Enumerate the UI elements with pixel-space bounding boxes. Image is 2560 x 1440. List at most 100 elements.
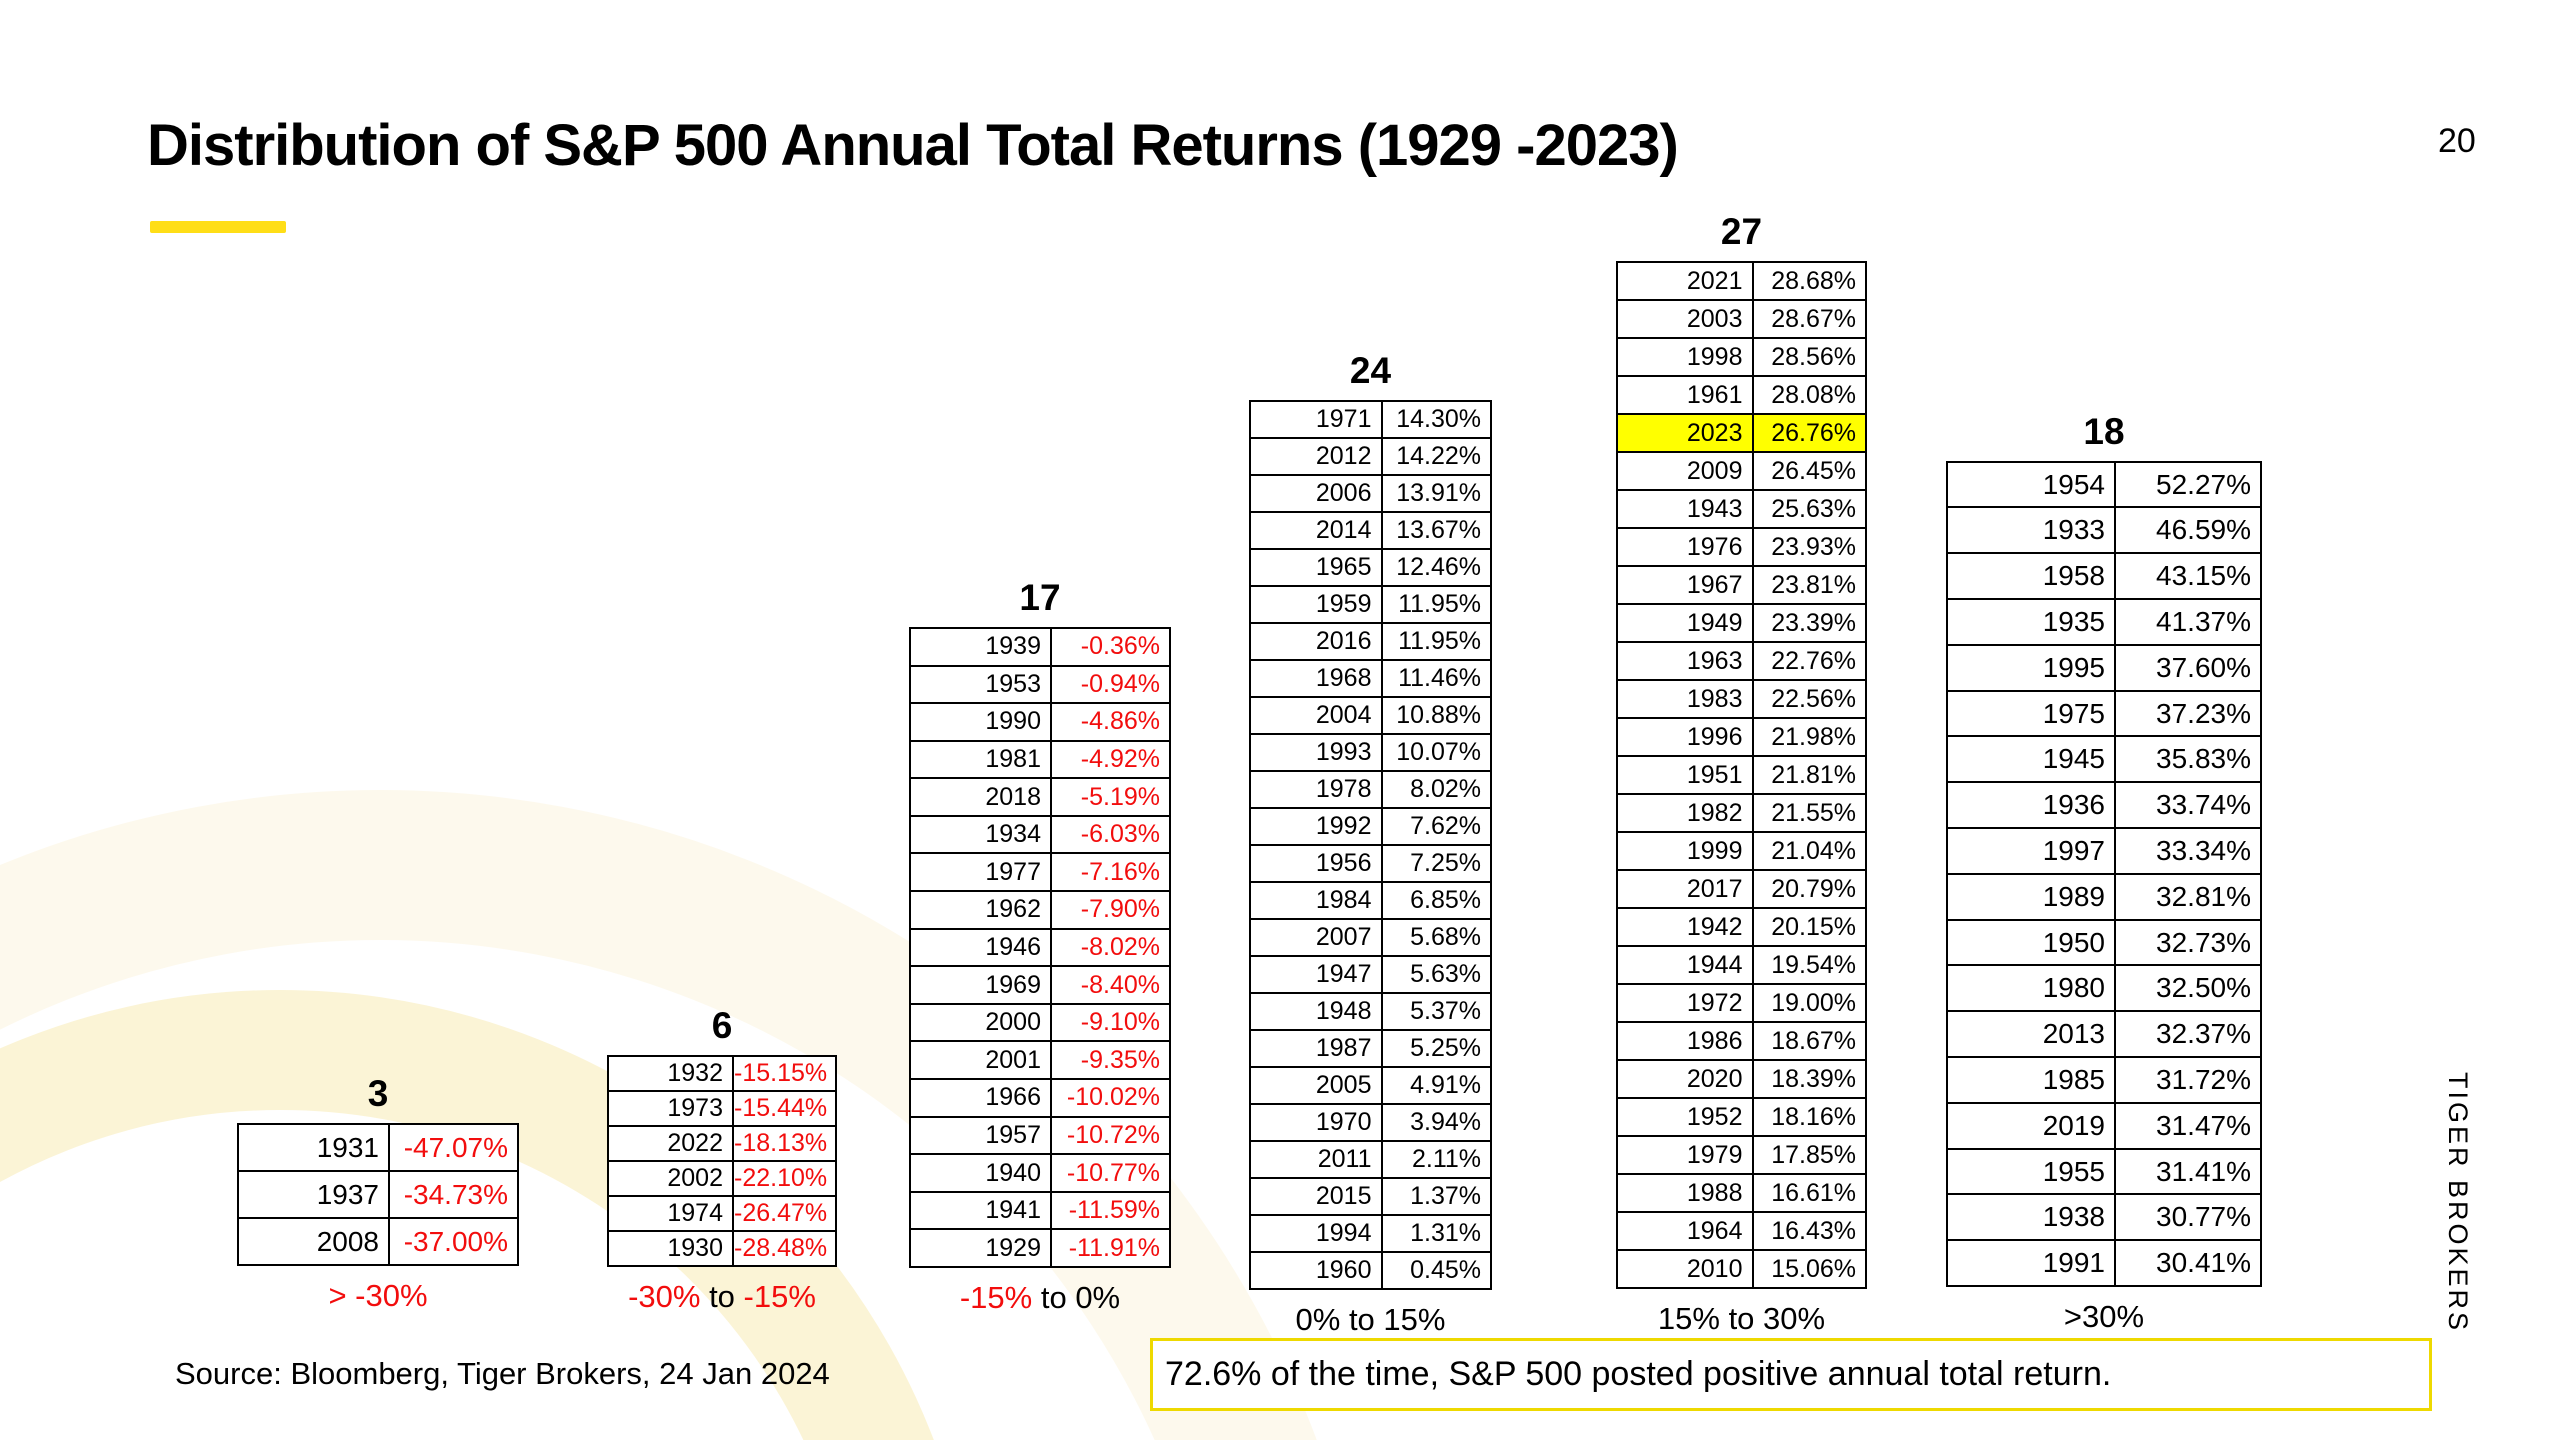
table-row: 1974 -26.47%	[607, 1195, 837, 1232]
return-value-cell: -34.73%	[388, 1170, 519, 1219]
bin-range-label: >30%	[1906, 1299, 2302, 1335]
table-row: 2019 31.47%	[1946, 1101, 2262, 1150]
return-value-cell: 33.74%	[2114, 781, 2262, 830]
year-cell: 2016	[1249, 622, 1383, 661]
return-value-cell: -10.77%	[1050, 1153, 1171, 1193]
year-cell: 2005	[1249, 1066, 1383, 1105]
year-cell: 2004	[1249, 696, 1383, 735]
return-value-cell: 25.63%	[1751, 489, 1867, 529]
table-row: 1995 37.60%	[1946, 643, 2262, 692]
year-cell: 1980	[1946, 964, 2116, 1013]
year-cell: 1993	[1249, 733, 1383, 772]
return-value-cell: 43.15%	[2114, 552, 2262, 601]
year-cell: 2006	[1249, 474, 1383, 513]
table-row: 1997 33.34%	[1946, 827, 2262, 875]
table-row: 1934 -6.03%	[909, 814, 1171, 855]
table-row: 2022 -18.13%	[607, 1125, 837, 1162]
table-row: 2000 -9.10%	[909, 1002, 1171, 1043]
return-value-cell: 10.07%	[1380, 733, 1492, 772]
return-value-cell: 33.34%	[2114, 827, 2262, 875]
table-row: 1968 11.46%	[1249, 659, 1492, 698]
year-cell: 1929	[909, 1228, 1052, 1268]
return-value-cell: 28.68%	[1751, 261, 1867, 301]
slide-title: Distribution of S&P 500 Annual Total Ret…	[147, 113, 1679, 178]
year-cell: 2014	[1249, 511, 1383, 550]
bin-range-label-part: -15%	[959, 1280, 1033, 1315]
table-row: 1963 22.76%	[1616, 641, 1867, 681]
year-cell: 1991	[1946, 1239, 2116, 1287]
year-cell: 1990	[909, 702, 1052, 742]
year-cell: 2012	[1249, 437, 1383, 476]
year-cell: 1930	[607, 1230, 734, 1267]
table-row: 1961 28.08%	[1616, 375, 1867, 415]
table-row: 1991 30.41%	[1946, 1239, 2262, 1287]
bin-table: 1931 -47.07% 1937 -34.73% 2008 -37.00%	[237, 1123, 519, 1266]
return-value-cell: 20.79%	[1751, 869, 1867, 909]
return-value-cell: -26.47%	[732, 1195, 837, 1232]
year-cell: 1934	[909, 814, 1052, 855]
year-cell: 1963	[1616, 641, 1754, 681]
year-cell: 1936	[1946, 781, 2116, 830]
return-value-cell: 28.67%	[1751, 299, 1867, 339]
table-row: 1932 -15.15%	[607, 1055, 837, 1092]
table-row: 1950 32.73%	[1946, 918, 2262, 967]
return-value-cell: -11.91%	[1050, 1228, 1171, 1268]
return-value-cell: 7.62%	[1380, 807, 1492, 846]
table-row: 1955 31.41%	[1946, 1147, 2262, 1196]
table-row: 1986 18.67%	[1616, 1021, 1867, 1061]
table-row: 1956 7.25%	[1249, 844, 1492, 883]
year-cell: 2022	[607, 1125, 734, 1162]
bin-range-label: > -30%	[197, 1278, 559, 1314]
table-row: 1943 25.63%	[1616, 489, 1867, 529]
table-row: 1972 19.00%	[1616, 983, 1867, 1023]
year-cell: 2015	[1249, 1177, 1383, 1216]
year-cell: 1979	[1616, 1135, 1754, 1175]
return-value-cell: 21.81%	[1751, 755, 1867, 795]
return-value-cell: 5.63%	[1380, 955, 1492, 994]
bin-count: 6	[711, 1005, 733, 1046]
return-value-cell: 21.98%	[1751, 717, 1867, 757]
return-value-cell: -4.86%	[1050, 702, 1171, 742]
table-row: 1985 31.72%	[1946, 1056, 2262, 1104]
return-value-cell: 32.50%	[2114, 964, 2262, 1013]
year-cell: 1941	[909, 1190, 1052, 1231]
return-value-cell: 1.31%	[1380, 1214, 1492, 1253]
year-cell: 1976	[1616, 527, 1754, 567]
year-cell: 2010	[1616, 1249, 1754, 1289]
table-row: 2007 5.68%	[1249, 918, 1492, 957]
table-row: 2018 -5.19%	[909, 777, 1171, 817]
table-row: 2002 -22.10%	[607, 1160, 837, 1197]
table-row: 1930 -28.48%	[607, 1230, 837, 1267]
table-row: 1944 19.54%	[1616, 945, 1867, 985]
return-value-cell: 32.37%	[2114, 1010, 2262, 1059]
return-value-cell: 35.83%	[2114, 735, 2262, 784]
year-cell: 1968	[1249, 659, 1383, 698]
return-value-cell: -8.02%	[1050, 927, 1171, 968]
bin-count: 3	[367, 1073, 389, 1114]
table-row: 1937 -34.73%	[237, 1170, 519, 1219]
table-row: 1952 18.16%	[1616, 1097, 1867, 1137]
return-value-cell: 32.81%	[2114, 872, 2262, 921]
year-cell: 1949	[1616, 603, 1754, 643]
return-value-cell: -11.59%	[1050, 1190, 1171, 1231]
table-row: 2003 28.67%	[1616, 299, 1867, 339]
table-row: 1994 1.31%	[1249, 1214, 1492, 1253]
year-cell: 1961	[1616, 375, 1754, 415]
bin-table: 1954 52.27% 1933 46.59% 1958 43.15% 1935 41.37%…	[1946, 460, 2262, 1287]
return-value-cell: -7.16%	[1050, 852, 1171, 893]
table-row: 1996 21.98%	[1616, 717, 1867, 757]
year-cell: 1974	[607, 1195, 734, 1232]
bin-range-label-part: to	[700, 1279, 744, 1314]
table-row: 1954 52.27%	[1946, 460, 2262, 509]
return-value-cell: -15.15%	[732, 1055, 837, 1092]
year-cell: 1954	[1946, 460, 2116, 509]
year-cell: 1986	[1616, 1021, 1754, 1061]
return-value-cell: -10.72%	[1050, 1115, 1171, 1156]
year-cell: 1931	[237, 1123, 390, 1172]
table-row: 1969 -8.40%	[909, 965, 1171, 1005]
bin-range-label-part: >30%	[2063, 1299, 2145, 1334]
year-cell: 2013	[1946, 1010, 2116, 1059]
bin-count: 27	[1720, 211, 1763, 252]
table-row: 2006 13.91%	[1249, 474, 1492, 513]
return-value-cell: 10.88%	[1380, 696, 1492, 735]
